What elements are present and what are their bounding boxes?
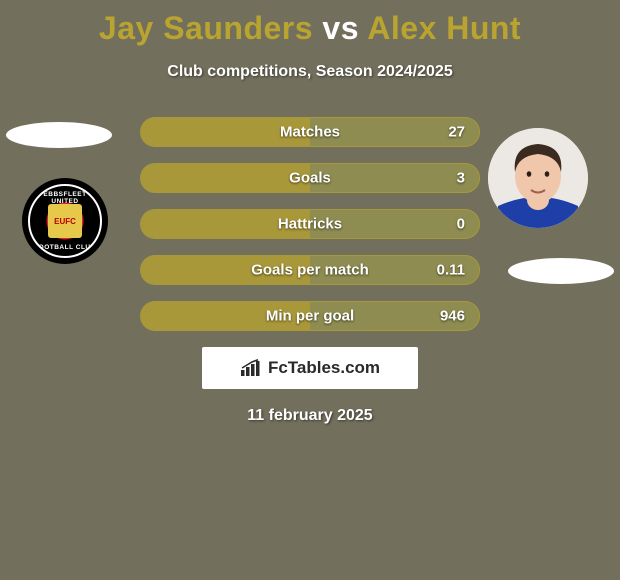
page-title: Jay Saunders vs Alex Hunt [0, 0, 620, 47]
stat-value-right: 0.11 [437, 262, 465, 279]
stat-row: Matches 27 [140, 117, 480, 147]
stat-label: Goals per match [251, 262, 369, 279]
brand-box: FcTables.com [202, 347, 418, 389]
club-badge-text-top: EBBSFLEET UNITED [30, 191, 100, 205]
right-ellipse-placeholder [508, 258, 614, 284]
player-photo-svg [488, 128, 588, 228]
stat-value-right: 3 [457, 170, 465, 187]
player1-name: Jay Saunders [99, 10, 313, 46]
player2-name: Alex Hunt [367, 10, 521, 46]
club-badge-center: EUFC [48, 204, 82, 238]
comparison-infographic: Jay Saunders vs Alex Hunt Club competiti… [0, 0, 620, 580]
stat-value-right: 946 [440, 308, 465, 325]
stat-value-right: 27 [448, 124, 465, 141]
date-text: 11 february 2025 [0, 407, 620, 425]
club-badge-inner: EBBSFLEET UNITED EUFC FOOTBALL CLUB [28, 184, 102, 258]
vs-text: vs [322, 10, 359, 46]
player-photo [488, 128, 588, 228]
stat-value-right: 0 [457, 216, 465, 233]
club-badge: EBBSFLEET UNITED EUFC FOOTBALL CLUB [22, 178, 108, 264]
stats-list: Matches 27 Goals 3 Hattricks 0 Goals per match… [140, 117, 480, 331]
stat-left-fill [141, 164, 310, 192]
stat-label: Min per goal [266, 308, 354, 325]
stat-row: Hattricks 0 [140, 209, 480, 239]
stat-label: Hattricks [278, 216, 342, 233]
stat-label: Matches [280, 124, 340, 141]
stat-label: Goals [289, 170, 331, 187]
club-badge-text-bottom: FOOTBALL CLUB [30, 244, 100, 251]
subtitle: Club competitions, Season 2024/2025 [0, 63, 620, 81]
stat-row: Min per goal 946 [140, 301, 480, 331]
brand-chart-icon [240, 359, 262, 377]
brand-text: FcTables.com [268, 358, 380, 378]
stat-row: Goals per match 0.11 [140, 255, 480, 285]
left-ellipse-placeholder [6, 122, 112, 148]
stat-row: Goals 3 [140, 163, 480, 193]
